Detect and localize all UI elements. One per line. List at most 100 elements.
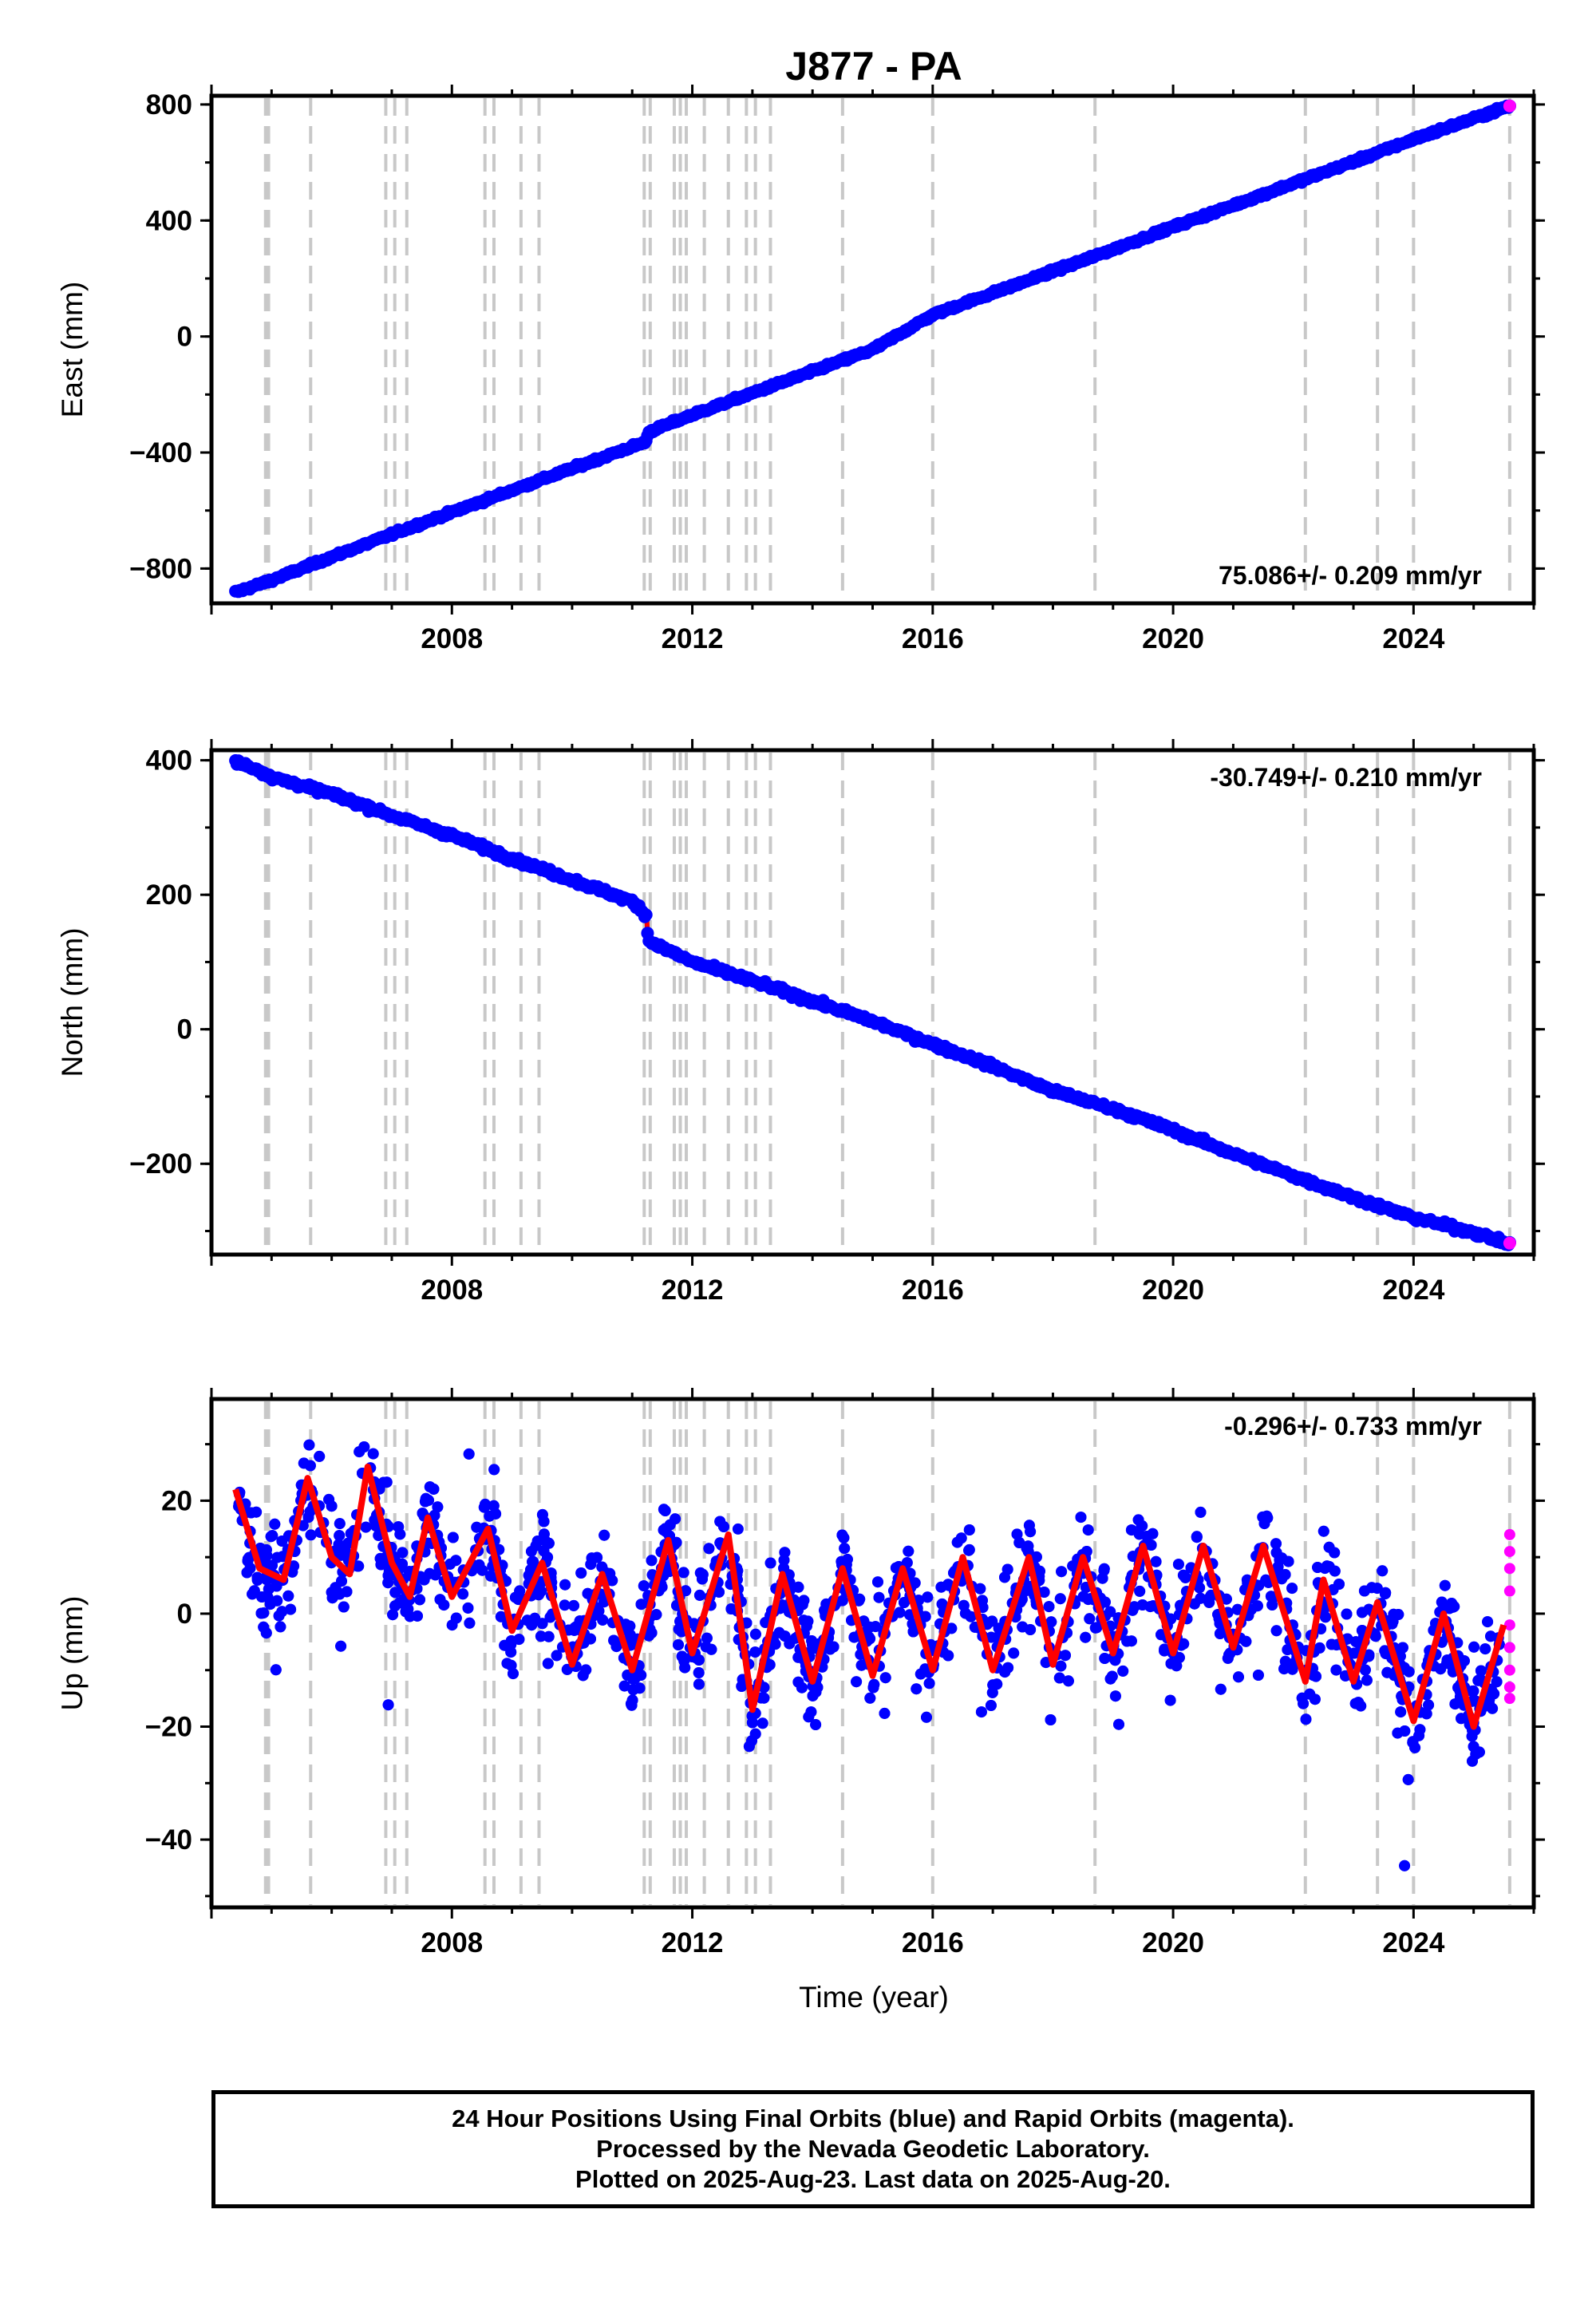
data-point [749,1646,761,1658]
data-point [258,1607,270,1619]
data-point [1002,1662,1014,1674]
data-point [807,1690,819,1701]
data-point [1286,1658,1298,1670]
data-point [523,1570,535,1581]
x-tick-label: 2020 [1142,1275,1204,1306]
data-point [1125,1635,1137,1647]
y-tick-label: −40 [145,1824,192,1856]
data-point [1270,1625,1282,1637]
data-point [1479,1643,1491,1655]
data-point [476,1564,488,1576]
y-tick-label: 400 [146,205,192,236]
data-point [985,1700,997,1711]
data-point [495,1611,507,1622]
data-point [488,1500,500,1512]
data-point [625,1697,637,1709]
data-point [701,1632,713,1644]
data-point [923,1678,935,1690]
data-point [367,1448,379,1460]
data-point [526,1619,538,1631]
data-point [1159,1645,1171,1657]
data-point [650,1609,662,1621]
x-tick-label: 2008 [421,1927,483,1958]
data-point [1395,1706,1407,1718]
x-tick-label: 2012 [662,1275,724,1306]
rate-label: 75.086+/- 0.209 mm/yr [1219,561,1482,590]
data-point [1125,1524,1137,1536]
up-panel: 2008 2012 2016 2020 2024 −40 −20 0 20 Up (mm) -0… [56,1388,1545,1958]
data-point [377,1476,389,1488]
data-point [1099,1596,1111,1608]
data-point [591,1551,603,1563]
data-point [270,1664,282,1676]
data-point [1055,1660,1067,1672]
data-point [464,1617,476,1629]
data-point [1084,1613,1096,1625]
data-point [559,1579,571,1591]
data-point [1233,1671,1244,1683]
data-point [323,1493,335,1505]
model-line [232,1463,1507,1730]
data-point [758,1692,770,1704]
data-point [839,1543,851,1555]
data-point [1359,1664,1371,1676]
data-point [251,1574,263,1586]
data-point [1286,1583,1298,1595]
data-point [1475,1673,1486,1685]
rapid-point [1503,1664,1515,1676]
footer-line-1: 24 Hour Positions Using Final Orbits (bl… [452,2105,1294,2132]
data-point [796,1599,808,1611]
data-point [1300,1713,1312,1725]
data-point [676,1650,688,1662]
data-point [261,1574,273,1586]
data-point [273,1610,285,1622]
data-point [282,1590,294,1602]
data-point [336,1575,347,1587]
data-point [1282,1644,1294,1656]
data-point [963,1524,975,1535]
step-lines [263,1401,1511,1905]
data-point [1165,1613,1177,1625]
data-point [1022,1540,1034,1552]
data-point [1399,1725,1411,1737]
plot-frame [209,1397,1536,1910]
data-point [986,1615,998,1627]
x-tick-label: 2024 [1382,623,1444,654]
data-point [879,1672,891,1684]
data-point [1075,1512,1087,1524]
data-point [1423,1699,1435,1711]
data-point [1045,1616,1057,1628]
data-point [1203,1592,1215,1604]
data-point [334,1518,346,1530]
data-point [693,1589,705,1601]
data-point [419,1496,431,1508]
data-point [1150,1555,1162,1567]
x-tick-label: 2024 [1382,1275,1444,1306]
step-lines [263,98,1511,601]
data-point [1449,1698,1461,1710]
data-point [269,1518,281,1530]
data-point [873,1591,885,1603]
x-tick-label: 2020 [1142,623,1204,654]
data-point [1025,1526,1037,1538]
x-tick-label: 2008 [421,1275,483,1306]
y-axis-label: North (mm) [56,927,89,1077]
data-point [1109,1690,1121,1702]
data-point [974,1583,986,1595]
data-point [462,1602,474,1614]
data-point [1485,1630,1496,1642]
data-point [1001,1563,1013,1575]
data-point [260,1544,272,1555]
data-point [1396,1642,1408,1654]
data-point [457,1588,469,1600]
data-point [705,1643,717,1655]
data-point [527,1555,539,1567]
data-point [463,1448,475,1460]
y-tick-label: −200 [129,1148,192,1180]
data-point [1053,1672,1065,1684]
data-point [331,1586,343,1598]
data-point [1089,1622,1101,1634]
data-point [1466,1686,1478,1697]
data-point [942,1579,954,1591]
data-point [1104,1606,1116,1618]
